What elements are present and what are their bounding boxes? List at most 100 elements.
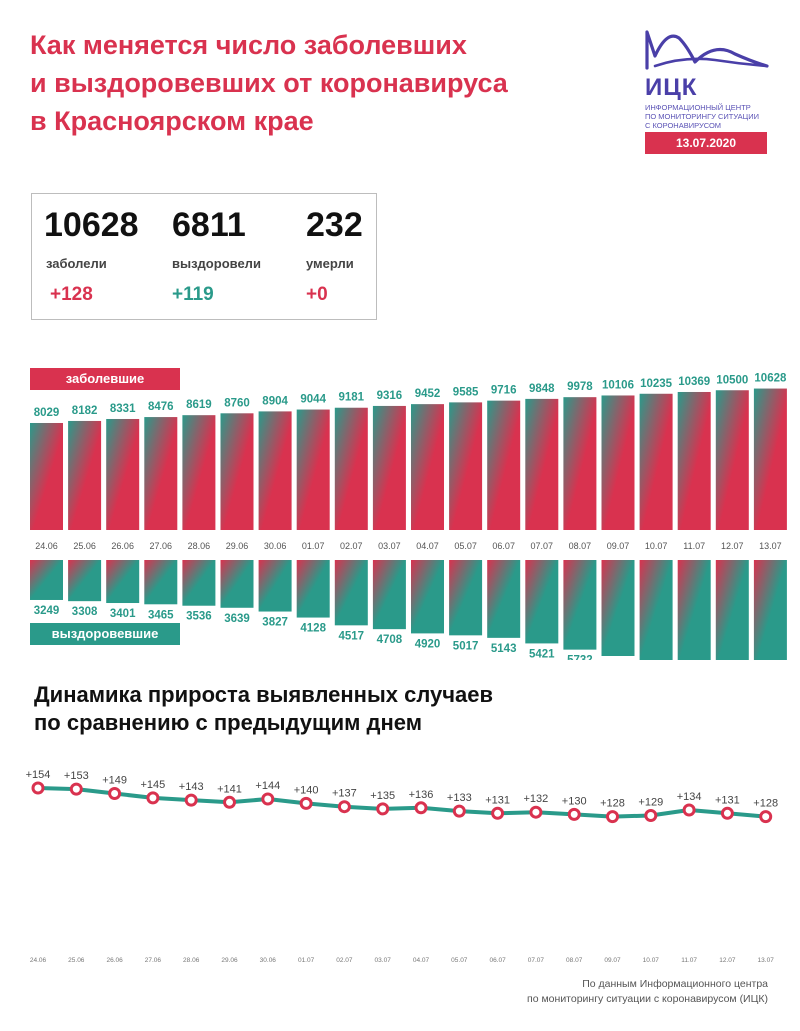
stat-label: заболели xyxy=(46,256,107,271)
growth-date-tick: 03.07 xyxy=(375,957,392,964)
growth-date-tick: 30.06 xyxy=(260,957,277,964)
date-tick-label: 12.07 xyxy=(721,541,744,551)
cases-value-label: 8760 xyxy=(224,397,250,409)
recovered-bar xyxy=(220,560,254,608)
date-badge: 13.07.2020 xyxy=(645,132,767,154)
date-tick-label: 29.06 xyxy=(226,541,249,551)
title-line-1: Как меняется число заболевших xyxy=(30,30,467,60)
recovered-value-label: 4708 xyxy=(377,634,403,646)
growth-value-label: +131 xyxy=(715,794,740,806)
recovered-value-label: 4517 xyxy=(339,630,365,642)
logo-wave-icon xyxy=(645,30,769,70)
growth-date-tick: 11.07 xyxy=(681,957,697,964)
cases-bar xyxy=(372,405,406,530)
dynamics-title-line: по сравнению с предыдущим днем xyxy=(34,710,422,735)
growth-point xyxy=(644,809,658,822)
cases-value-label: 9316 xyxy=(377,390,403,402)
recovered-value-label: 3308 xyxy=(72,606,98,618)
logo-subtitle-line: с коронавирусом xyxy=(645,121,722,130)
recovered-value-label: 3536 xyxy=(186,611,212,623)
recovered-value-label: 3465 xyxy=(148,609,174,621)
growth-point xyxy=(223,795,236,809)
growth-value-label: +129 xyxy=(638,797,663,809)
cases-value-label: 8331 xyxy=(110,403,136,415)
date-tick-label: 11.07 xyxy=(683,541,705,551)
cases-bar xyxy=(525,398,559,530)
date-tick-label: 27.06 xyxy=(150,541,173,551)
growth-date-tick: 04.07 xyxy=(413,957,430,964)
growth-value-label: +134 xyxy=(677,791,702,803)
recovered-bar xyxy=(106,560,140,604)
cases-value-label: 9848 xyxy=(529,383,555,395)
cases-bar xyxy=(487,400,521,530)
growth-point xyxy=(414,801,428,815)
recovered-bar xyxy=(411,560,444,634)
cases-value-label: 10235 xyxy=(640,378,673,390)
date-tick-label: 13.07 xyxy=(759,541,782,551)
growth-date-tick: 29.06 xyxy=(221,957,238,964)
cases-value-label: 9452 xyxy=(415,388,441,400)
cases-bar xyxy=(296,409,330,530)
cases-bar xyxy=(68,420,102,530)
growth-point xyxy=(452,804,466,818)
recovered-value-label: 4128 xyxy=(300,623,326,635)
recovered-bar xyxy=(68,560,102,602)
date-tick-label: 08.07 xyxy=(569,541,592,551)
growth-point xyxy=(720,806,734,820)
cases-bar xyxy=(563,397,597,530)
cases-value-label: 10106 xyxy=(602,379,634,391)
cases-bar xyxy=(639,393,673,530)
cases-value-label: 9716 xyxy=(491,385,517,397)
growth-point xyxy=(69,782,83,796)
growth-date-tick: 07.07 xyxy=(528,957,545,964)
daily-growth-line-chart: +154 24.06 +153 25.06 +149 26.06 +145 27.06 +143… xyxy=(26,769,778,964)
recovered-bar xyxy=(334,560,368,626)
stat-label: выздоровели xyxy=(172,256,261,271)
growth-value-label: +143 xyxy=(179,781,204,793)
stat-value: 6811 xyxy=(172,206,246,244)
growth-date-tick: 26.06 xyxy=(106,957,123,964)
growth-point xyxy=(491,806,505,820)
growth-value-label: +144 xyxy=(255,780,280,792)
growth-date-tick: 24.06 xyxy=(30,957,47,964)
icc-logo: ИЦК Информационный центр по мониторингу … xyxy=(645,28,770,130)
logo-subtitle-line: Информационный центр xyxy=(645,103,751,112)
growth-date-tick: 06.07 xyxy=(489,957,506,964)
stat-value: 232 xyxy=(306,206,363,244)
recovered-bar xyxy=(296,560,330,618)
date-tick-label: 09.07 xyxy=(607,541,630,551)
recovered-value-label: 5017 xyxy=(453,640,479,652)
cases-value-label: 10628 xyxy=(754,373,787,385)
recovered-bar xyxy=(487,560,521,638)
recovered-value-label: 5421 xyxy=(529,648,555,660)
recovered-bar xyxy=(525,560,559,644)
recovered-bar xyxy=(258,560,292,612)
growth-value-label: +137 xyxy=(332,788,357,800)
logo-subtitle-line: по мониторингу ситуации xyxy=(645,112,759,121)
growth-value-label: +153 xyxy=(64,770,89,782)
cases-value-label: 8182 xyxy=(72,405,98,417)
stat-value: 10628 xyxy=(44,206,139,244)
cases-bar xyxy=(601,395,635,530)
date-tick-label: 24.06 xyxy=(35,541,58,551)
cases-legend-tag: заболевшие xyxy=(30,368,180,390)
cases-value-label: 10369 xyxy=(678,376,710,388)
recovered-value-label: 3401 xyxy=(110,608,136,620)
recovered-bar xyxy=(639,560,673,660)
growth-point xyxy=(567,807,581,821)
date-tick-label: 06.07 xyxy=(492,541,515,551)
recovered-value-label: 5732 xyxy=(567,655,593,660)
growth-date-tick: 12.07 xyxy=(719,957,736,964)
growth-point xyxy=(31,781,45,795)
growth-point xyxy=(184,793,198,807)
growth-date-tick: 13.07 xyxy=(758,957,775,964)
cases-value-label: 9044 xyxy=(300,394,326,406)
cases-recovered-bar-chart: 8029 24.06 3249 8182 25.06 3308 8331 26.06 3401 8… xyxy=(30,373,787,660)
date-tick-label: 30.06 xyxy=(264,541,287,551)
cases-bar xyxy=(449,402,483,530)
date-tick-label: 07.07 xyxy=(531,541,554,551)
recovered-bar xyxy=(144,560,178,605)
growth-value-label: +149 xyxy=(102,775,127,787)
growth-date-tick: 02.07 xyxy=(336,957,353,964)
growth-point xyxy=(759,810,773,824)
